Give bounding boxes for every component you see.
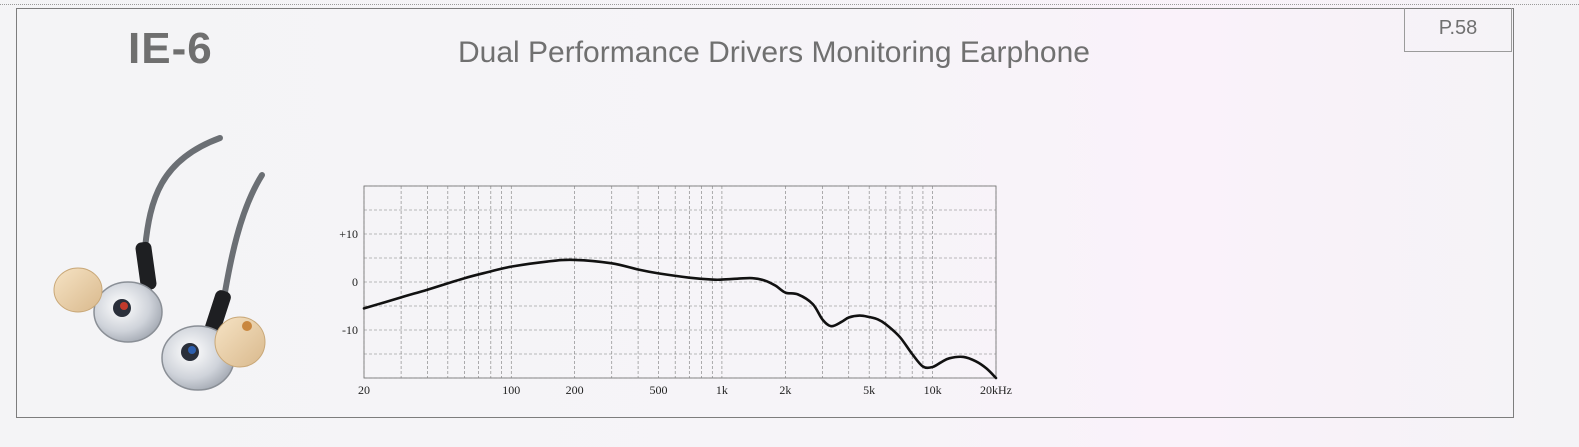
- page-number-tab: P.58: [1404, 8, 1512, 52]
- y-tick-label: +10: [339, 227, 358, 241]
- product-frame: [16, 8, 1514, 418]
- x-tick-label: 5k: [863, 383, 875, 397]
- x-tick-label: 1k: [716, 383, 728, 397]
- x-tick-label: 20kHz: [980, 383, 1012, 397]
- x-tick-label: 10k: [924, 383, 942, 397]
- frequency-response-curve: [362, 258, 998, 380]
- cable-left: [142, 135, 223, 251]
- cable-right: [219, 172, 265, 313]
- x-tick-label: 2k: [779, 383, 791, 397]
- top-dotted-border: [0, 4, 1579, 5]
- earphone-product-icon: [53, 135, 266, 391]
- x-tick-label: 500: [649, 383, 667, 397]
- x-tick-label: 20: [358, 383, 370, 397]
- y-tick-label: -10: [342, 323, 358, 337]
- plot-frame: [363, 185, 997, 379]
- y-tick-label: 0: [352, 275, 358, 289]
- product-title: Dual Performance Drivers Monitoring Earp…: [458, 36, 1090, 69]
- x-tick-label: 200: [566, 383, 584, 397]
- model-number: IE-6: [128, 24, 213, 73]
- frequency-response-chart: 20 100 200 500 1k 2k 5k 10k 20kHz +10 0 -10: [339, 185, 1012, 397]
- x-tick-label: 100: [502, 383, 520, 397]
- page-number-label: P.58: [1438, 17, 1478, 39]
